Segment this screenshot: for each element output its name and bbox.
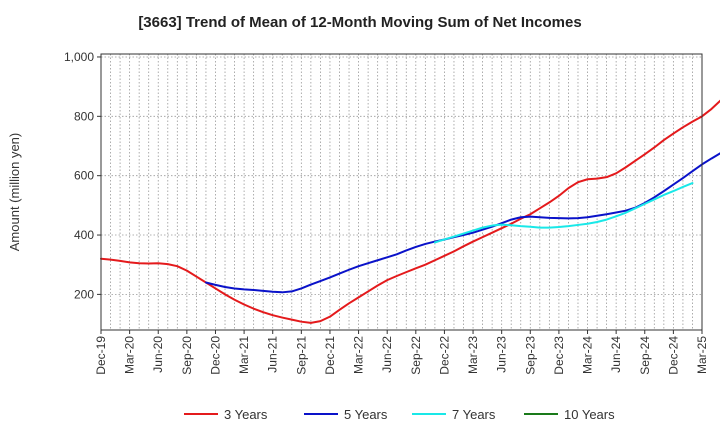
y-tick-label: 400 [74, 228, 94, 242]
x-tick-label: Dec-20 [208, 336, 222, 375]
x-tick-label: Sep-21 [294, 336, 308, 375]
x-tick-label: Dec-21 [323, 336, 337, 375]
x-tick-label: Dec-23 [552, 336, 566, 375]
series-line-7-years [433, 182, 694, 244]
legend-label: 7 Years [452, 407, 496, 422]
legend-layer: 3 Years 5 Years 7 Years 10 Years [184, 407, 615, 422]
y-tick-label: 200 [74, 287, 94, 301]
x-tick-label: Jun-24 [609, 336, 623, 373]
x-tick-label: Jun-23 [495, 336, 509, 373]
legend-label: 3 Years [224, 407, 268, 422]
legend-label: 5 Years [344, 407, 388, 422]
x-tick-label: Mar-20 [123, 336, 137, 374]
x-tick-label: Sep-22 [409, 336, 423, 375]
x-tick-label: Mar-24 [581, 336, 595, 374]
axis-layer: 200 400 600 800 1,000 Dec-19 Mar-20 Jun-20 Sep-2… [7, 50, 709, 375]
series-line-3-years [100, 99, 720, 324]
series-line-5-years [204, 152, 720, 294]
x-tick-label: Jun-20 [151, 336, 165, 373]
x-tick-label: Mar-21 [237, 336, 251, 374]
grid-layer [101, 54, 702, 330]
y-tick-label: 800 [74, 109, 94, 123]
x-tick-label: Jun-22 [380, 336, 394, 373]
y-tick-label: 600 [74, 169, 94, 183]
x-tick-label: Dec-24 [666, 336, 680, 375]
series-layer [100, 99, 720, 324]
x-tick-label: Mar-25 [695, 336, 709, 374]
x-tick-label: Sep-23 [523, 336, 537, 375]
x-tick-label: Dec-19 [94, 336, 108, 375]
x-tick-label: Dec-22 [437, 336, 451, 375]
x-tick-label: Sep-20 [180, 336, 194, 375]
plot-frame [100, 53, 703, 331]
x-tick-label: Mar-23 [466, 336, 480, 374]
legend-label: 10 Years [564, 407, 615, 422]
chart-title: [3663] Trend of Mean of 12-Month Moving … [138, 14, 582, 31]
y-tick-label: 1,000 [64, 50, 94, 64]
x-tick-label: Jun-21 [266, 336, 280, 373]
x-tick-label: Sep-24 [638, 336, 652, 375]
y-axis-label: Amount (million yen) [7, 133, 22, 252]
x-tick-label: Mar-22 [352, 336, 366, 374]
